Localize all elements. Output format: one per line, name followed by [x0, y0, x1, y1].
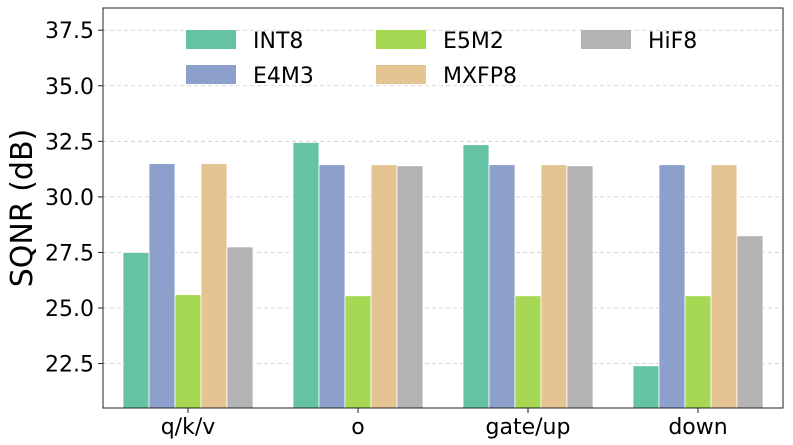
bar-int8-down: [632, 365, 660, 409]
legend-swatch-int8: [186, 30, 236, 49]
bar-e5m2-down: [684, 295, 712, 409]
y-tick-label: 30.0: [45, 186, 94, 211]
legend-swatch-e4m3: [186, 65, 236, 84]
bar-e4m3-gate-up: [488, 164, 516, 409]
bar-e5m2-o: [344, 295, 372, 409]
x-tick-label: gate/up: [486, 415, 571, 440]
x-tick-label: o: [351, 415, 364, 440]
bar-mxfp8-gate-up: [540, 164, 568, 409]
legend-label-mxfp8: MXFP8: [443, 64, 517, 89]
bar-e5m2-gate-up: [514, 295, 542, 409]
legend-swatch-hif8: [581, 30, 631, 49]
y-tick-label: 32.5: [45, 130, 94, 155]
bar-hif8-down: [736, 235, 764, 409]
y-tick-label: 25.0: [45, 297, 94, 322]
bar-e5m2-q-k-v: [174, 294, 202, 409]
bar-mxfp8-o: [370, 164, 398, 409]
bar-e4m3-o: [318, 164, 346, 409]
y-tick-label: 27.5: [45, 241, 94, 266]
bars: [122, 142, 764, 409]
y-tick-label: 37.5: [45, 19, 94, 44]
bar-mxfp8-down: [710, 164, 738, 409]
y-axis-label: SQNR (dB): [5, 129, 40, 288]
legend-swatch-e5m2: [376, 30, 426, 49]
bar-hif8-o: [396, 165, 424, 409]
bar-e4m3-down: [658, 164, 686, 409]
bar-int8-gate-up: [462, 144, 490, 409]
legend-swatch-mxfp8: [376, 65, 426, 84]
legend: INT8 E4M3 E5M2 MXFP8 HiF8: [186, 29, 697, 89]
legend-label-e4m3: E4M3: [253, 64, 314, 89]
legend-label-hif8: HiF8: [648, 29, 697, 54]
y-axis-ticks: 22.5 25.0 27.5 30.0 32.5 35.0 37.5: [45, 19, 103, 378]
y-tick-label: 22.5: [45, 353, 94, 378]
y-tick-label: 35.0: [45, 75, 94, 100]
bar-mxfp8-q-k-v: [200, 163, 228, 409]
bar-int8-q-k-v: [122, 252, 150, 409]
x-axis-ticks: q/k/v o gate/up down: [161, 408, 728, 440]
bar-hif8-gate-up: [566, 165, 594, 409]
plot-frame: [102, 7, 784, 409]
legend-label-int8: INT8: [253, 29, 303, 54]
bar-int8-o: [292, 142, 320, 409]
bar-e4m3-q-k-v: [148, 163, 176, 409]
x-tick-label: down: [668, 415, 727, 440]
legend-label-e5m2: E5M2: [443, 29, 504, 54]
bar-hif8-q-k-v: [226, 246, 254, 409]
x-tick-label: q/k/v: [161, 415, 216, 440]
